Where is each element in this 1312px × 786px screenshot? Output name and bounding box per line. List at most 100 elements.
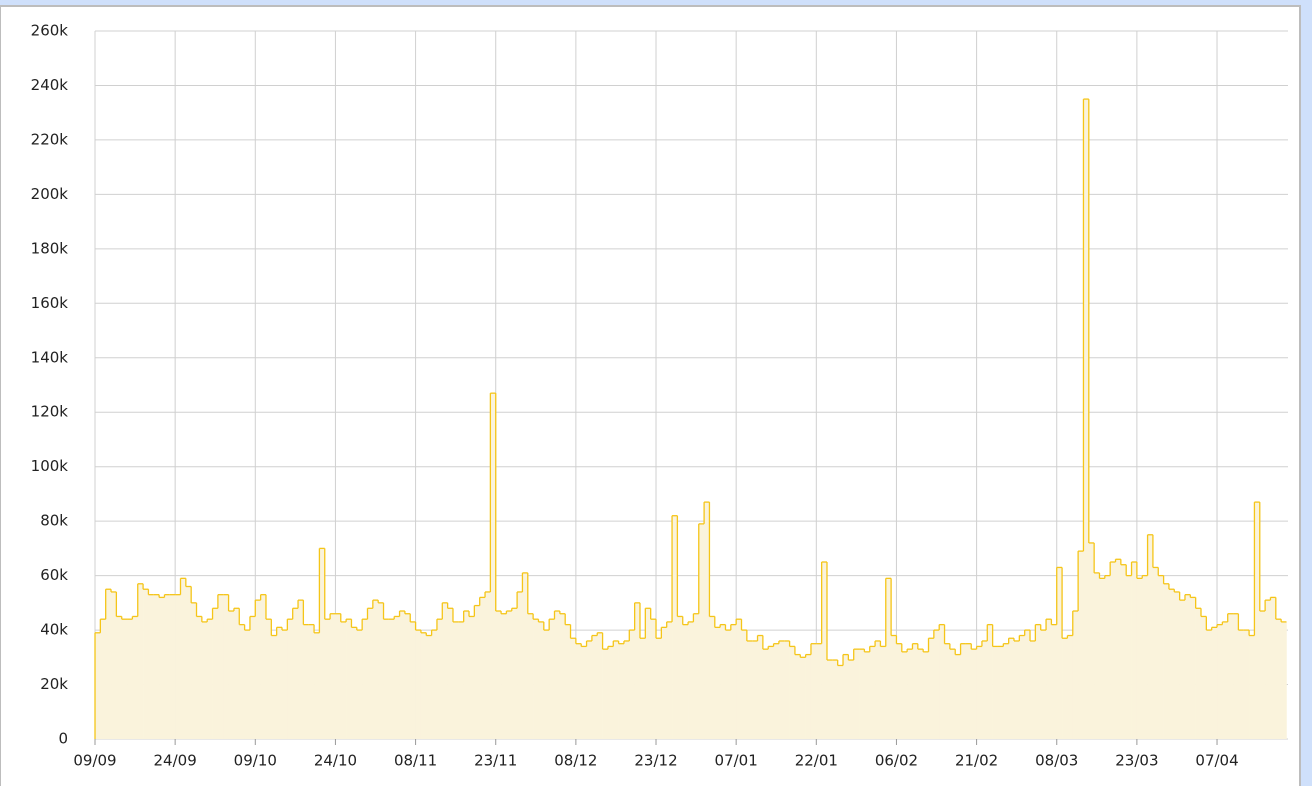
area-step: [1270, 597, 1277, 739]
area-step: [244, 630, 251, 739]
area-step: [1201, 616, 1207, 739]
y-tick-label: 80k: [40, 512, 68, 530]
area-step: [479, 597, 486, 739]
area-step: [201, 621, 208, 739]
y-tick-label: 0: [58, 730, 68, 748]
area-step: [159, 597, 165, 739]
area-step: [1217, 624, 1223, 739]
area-step: [314, 632, 320, 739]
x-tick-label: 23/03: [1115, 752, 1158, 770]
area-step: [591, 635, 598, 739]
x-tick-label: 24/10: [314, 752, 357, 770]
x-tick-label: 08/12: [554, 752, 597, 770]
area-step: [805, 654, 812, 739]
area-step: [586, 640, 593, 739]
area-step: [901, 651, 908, 739]
area-step: [169, 594, 176, 739]
area-step: [399, 611, 406, 739]
area-step: [1040, 630, 1047, 739]
area-step: [137, 583, 144, 739]
area-step: [527, 613, 534, 739]
area-step: [191, 602, 197, 739]
area-step: [1227, 613, 1234, 739]
y-tick-label: 160k: [31, 294, 69, 312]
area-step: [997, 646, 1004, 739]
area-step: [1158, 575, 1164, 739]
area-step: [1259, 611, 1266, 739]
area-step: [111, 591, 117, 739]
area-step: [618, 643, 625, 739]
area-step: [271, 635, 277, 739]
area-step: [303, 624, 310, 739]
area-step: [549, 619, 555, 739]
area-step: [960, 643, 967, 739]
area-step: [1072, 611, 1079, 739]
y-tick-label: 40k: [40, 621, 68, 639]
area-step: [880, 646, 887, 739]
area-step: [282, 630, 288, 739]
area-step: [1008, 638, 1015, 739]
area-step: [907, 649, 913, 739]
area-step: [693, 613, 700, 739]
area-step: [404, 613, 411, 739]
area-step: [949, 649, 956, 739]
area-step: [1046, 619, 1052, 739]
area-step: [800, 657, 806, 739]
area-step: [426, 635, 432, 739]
area-step: [672, 515, 678, 739]
area-step: [864, 651, 871, 739]
area-step: [1211, 627, 1218, 739]
area-step: [239, 624, 245, 739]
area-step: [255, 600, 261, 739]
area-step: [1179, 600, 1186, 739]
area-step: [859, 649, 865, 739]
area-step: [1013, 640, 1020, 739]
x-tick-label: 22/01: [795, 752, 838, 770]
area-step: [469, 616, 475, 739]
area-step: [196, 616, 203, 739]
area-step: [324, 619, 331, 739]
area-step: [762, 649, 769, 739]
area-step: [1115, 559, 1122, 739]
area-step: [143, 589, 149, 739]
area-step: [228, 611, 235, 739]
area-step: [415, 630, 422, 739]
area-step: [794, 654, 801, 739]
area-step: [1067, 635, 1074, 739]
area-step: [682, 624, 689, 739]
area-step: [1099, 578, 1106, 739]
area-step: [826, 660, 833, 739]
area-step: [746, 640, 753, 739]
area-step: [629, 630, 635, 739]
area-step: [543, 630, 550, 739]
y-tick-label: 240k: [31, 76, 69, 94]
area-step: [105, 589, 112, 739]
area-step: [474, 605, 480, 739]
x-tick-label: 21/02: [955, 752, 998, 770]
area-step: [848, 660, 855, 739]
area-step: [575, 643, 582, 739]
area-step: [725, 630, 732, 739]
area-step: [965, 643, 972, 739]
area-step: [100, 619, 106, 739]
area-step: [185, 586, 192, 739]
area-step: [1030, 640, 1036, 739]
area-step: [1104, 575, 1111, 739]
area-step: [1088, 542, 1095, 739]
area-step: [570, 638, 577, 739]
area-step: [1206, 630, 1212, 739]
y-tick-label: 180k: [31, 239, 69, 257]
area-step: [121, 619, 128, 739]
area-step: [928, 638, 935, 739]
area-step: [506, 611, 513, 739]
area-step: [383, 619, 390, 739]
area-step: [698, 523, 705, 739]
area-step: [367, 608, 374, 739]
area-step: [757, 635, 764, 739]
area-step: [485, 591, 491, 739]
area-step: [623, 640, 630, 739]
area-step: [356, 630, 363, 739]
area-step: [1126, 575, 1132, 739]
area-step: [1174, 591, 1180, 739]
area-step: [1243, 630, 1250, 739]
